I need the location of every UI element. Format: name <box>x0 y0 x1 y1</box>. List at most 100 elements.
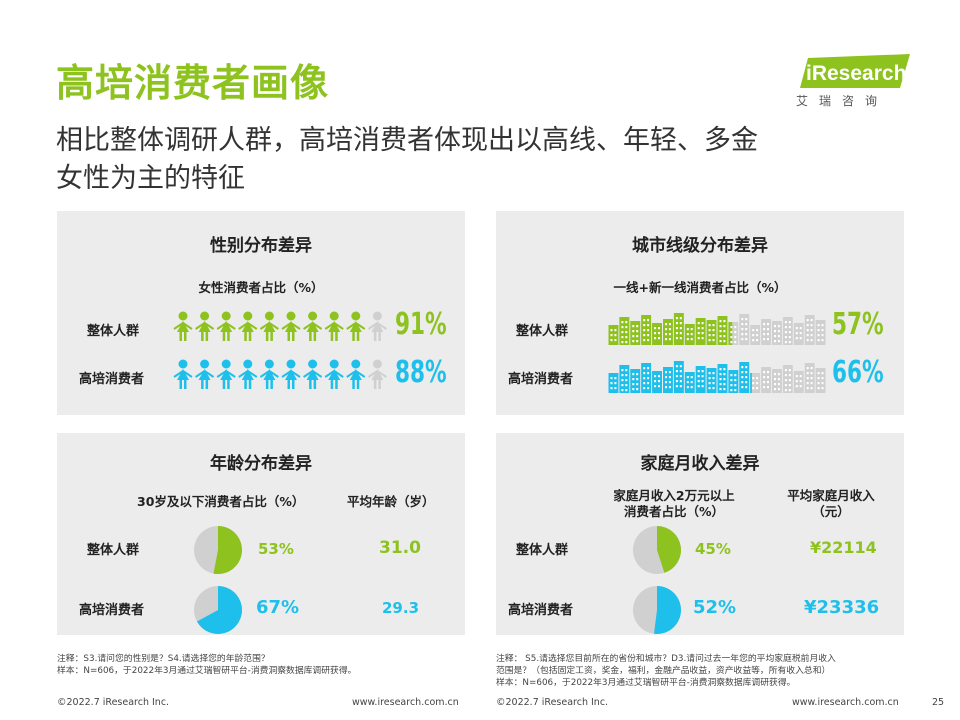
age-overall-label: 整体人群 <box>87 543 140 558</box>
gender-title: 性别分布差异 <box>210 236 312 256</box>
age-overall-pie <box>194 526 242 574</box>
page-title: 高培消费者画像 <box>56 61 330 105</box>
city-skyline-icon <box>695 318 706 345</box>
female-person-icon <box>216 311 236 341</box>
income-overall-avg: ¥22114 <box>810 538 877 557</box>
female-person-icon <box>173 359 193 389</box>
iresearch-logo: iResearch 艾瑞咨询 <box>792 52 916 112</box>
gender-panel: 性别分布差异 女性消费者占比（%） 整体人群 高培消费者 91% 88% <box>57 211 465 415</box>
female-person-icon <box>281 311 301 341</box>
age-overall-avg: 31.0 <box>379 538 421 558</box>
city-premium-label: 高培消费者 <box>508 372 574 387</box>
city-skyline-icon <box>772 321 782 345</box>
female-person-icon <box>303 311 323 341</box>
city-subtitle: 一线+新一线消费者占比（%） <box>613 280 787 295</box>
note-right-1: 注释： S5.请选择您目前所在的省份和城市？D3.请问过去一年您的平均家庭税前月… <box>496 654 836 664</box>
city-skyline-icon <box>619 317 630 345</box>
subtitle-line-2: 女性为主的特征 <box>56 163 245 194</box>
city-skyline-icon <box>750 325 761 345</box>
city-skyline-icon <box>804 315 815 345</box>
city-title: 城市线级分布差异 <box>632 236 768 256</box>
age-overall-pct: 53% <box>258 540 294 558</box>
city-skyline-icon <box>750 373 761 393</box>
city-skyline-icon <box>663 367 673 393</box>
city-skyline-icon <box>761 319 771 345</box>
age-panel: 年龄分布差异 30岁及以下消费者占比（%） 平均年龄（岁） 整体人群 高培消费者… <box>57 433 465 635</box>
footer-copyright-left: ©2022.7 iResearch Inc. <box>57 697 170 708</box>
city-skyline-icon <box>630 321 641 345</box>
income-premium-pie <box>633 586 681 634</box>
city-skyline-icon <box>608 325 619 345</box>
city-skyline-icon <box>663 319 673 345</box>
city-skyline-icon <box>761 367 771 393</box>
city-skyline-icon <box>673 313 684 345</box>
female-person-icon <box>303 359 323 389</box>
female-person-icon <box>216 359 236 389</box>
city-skyline-icon <box>630 369 641 393</box>
city-skyline-icon <box>652 323 662 345</box>
age-sub-avg: 平均年龄（岁） <box>347 494 435 509</box>
female-person-icon <box>367 359 387 389</box>
income-premium-avg: ¥23336 <box>804 597 880 618</box>
income-overall-pct: 45% <box>695 540 731 558</box>
city-skyline-icon <box>684 324 695 345</box>
note-right-3: 样本：N=606，于2022年3月通过艾瑞智研平台-消费洞察数据库调研获得。 <box>496 678 796 688</box>
pie-slice <box>653 586 681 634</box>
logo-text: iResearch <box>806 62 906 85</box>
female-person-icon <box>281 359 301 389</box>
city-skyline-icon <box>684 372 695 393</box>
gender-overall-icons <box>173 311 387 341</box>
city-skyline-icon <box>608 373 619 393</box>
note-left-1: 注释：S3.请问您的性别是？S4.请选择您的年龄范围？ <box>57 654 270 664</box>
female-person-icon <box>324 311 344 341</box>
gender-overall-pct: 91% <box>395 307 447 342</box>
city-skyline-icon <box>739 362 750 393</box>
female-person-icon <box>346 359 366 389</box>
pie-slice <box>196 586 242 634</box>
gender-overall-label: 整体人群 <box>87 324 140 339</box>
footer-url-right[interactable]: www.iresearch.com.cn <box>792 697 899 708</box>
female-person-icon <box>195 311 215 341</box>
city-skyline-icon <box>695 366 706 393</box>
note-right-2: 范围是？（包括固定工资，奖金，福利，金融产品收益，资产收益等，所有收入总和） <box>496 666 831 676</box>
female-person-icon <box>367 311 387 341</box>
age-premium-pie <box>194 586 242 634</box>
city-skyline-icon <box>739 314 750 345</box>
income-title: 家庭月收入差异 <box>640 454 760 474</box>
income-sub-avg-2: （元） <box>812 504 850 519</box>
subtitle-line-1: 相比整体调研人群，高培消费者体现出以高线、年轻、多金 <box>56 125 758 156</box>
city-skyline-icon <box>772 369 782 393</box>
city-skyline-icon <box>717 316 728 345</box>
city-skyline-icon <box>782 365 793 393</box>
logo-cn: 艾瑞咨询 <box>796 94 889 108</box>
city-skyline-icon <box>717 364 728 393</box>
age-premium-avg: 29.3 <box>382 599 420 617</box>
city-skyline-icon <box>706 320 717 345</box>
note-left-2: 样本：N=606，于2022年3月通过艾瑞智研平台-消费洞察数据库调研获得。 <box>57 666 357 676</box>
pie-slice <box>657 526 681 573</box>
income-panel: 家庭月收入差异 家庭月收入2万元以上 消费者占比（%） 平均家庭月收入 （元） … <box>496 433 904 635</box>
female-person-icon <box>259 359 279 389</box>
age-sub-share: 30岁及以下消费者占比（%） <box>137 494 305 509</box>
income-premium-pct: 52% <box>693 597 737 618</box>
income-sub-avg-1: 平均家庭月收入 <box>787 488 875 503</box>
female-person-icon <box>238 359 258 389</box>
city-skyline-icon <box>641 363 652 393</box>
city-overall-label: 整体人群 <box>516 324 569 339</box>
female-person-icon <box>238 311 258 341</box>
pie-slice <box>213 526 242 574</box>
income-premium-label: 高培消费者 <box>508 603 574 618</box>
footer-copyright-right: ©2022.7 iResearch Inc. <box>496 697 609 708</box>
gender-subtitle: 女性消费者占比（%） <box>198 280 324 295</box>
footer-url-left[interactable]: www.iresearch.com.cn <box>352 697 459 708</box>
female-person-icon <box>259 311 279 341</box>
city-skyline-icon <box>706 368 717 393</box>
age-premium-label: 高培消费者 <box>79 603 145 618</box>
city-skyline-icon <box>652 371 662 393</box>
city-skyline-icon <box>815 320 826 345</box>
city-skyline-icon <box>804 363 815 393</box>
female-person-icon <box>346 311 366 341</box>
income-sub-share-1: 家庭月收入2万元以上 <box>613 488 735 503</box>
city-skyline-icon <box>793 323 804 345</box>
city-panel: 城市线级分布差异 一线+新一线消费者占比（%） 整体人群 高培消费者 57% 6… <box>496 211 904 415</box>
